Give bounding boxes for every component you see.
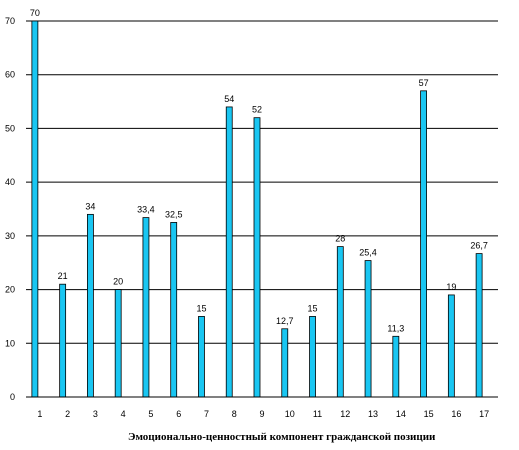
data-label: 34 [85, 201, 95, 211]
bar [447, 294, 455, 398]
data-label: 15 [196, 303, 206, 313]
data-label: 20 [113, 277, 123, 287]
data-label: 54 [224, 94, 234, 104]
bar [392, 335, 400, 398]
x-tick-label: 5 [148, 409, 153, 419]
x-tick-label: 2 [65, 409, 70, 419]
bar [59, 283, 67, 398]
bar [420, 90, 427, 398]
y-tick-label: 60 [5, 70, 15, 80]
x-tick-label: 1 [37, 409, 42, 419]
x-tick-label: 16 [451, 409, 461, 419]
x-axis-label: Эмоционально-ценностный компонент гражда… [128, 431, 436, 443]
x-tick-label: 7 [204, 409, 209, 419]
data-label: 11,3 [387, 323, 404, 333]
bar [87, 213, 94, 398]
x-tick-label: 4 [121, 409, 126, 419]
bar [114, 289, 122, 398]
x-tick-label: 12 [340, 409, 350, 419]
bar [253, 117, 261, 398]
data-label: 28 [335, 234, 345, 244]
bar [309, 316, 316, 398]
y-axis-ticks: 0 10 20 30 40 50 60 70 [5, 16, 15, 402]
data-label: 32,5 [165, 209, 183, 219]
data-labels: 70 21 34 20 33,4 32,5 15 54 52 12,7 15 28 25,4 11,3 57… [30, 8, 488, 333]
x-tick-label: 8 [232, 409, 237, 419]
bars [31, 20, 483, 398]
bar [170, 222, 178, 398]
x-tick-label: 15 [424, 409, 434, 419]
data-label: 21 [58, 271, 68, 281]
x-tick-label: 14 [396, 409, 406, 419]
y-tick-label: 20 [5, 285, 15, 295]
x-tick-label: 9 [259, 409, 264, 419]
data-label: 70 [30, 8, 40, 18]
y-tick-label: 40 [5, 177, 15, 187]
y-tick-label: 30 [5, 231, 15, 241]
grid-lines [26, 20, 498, 344]
x-tick-label: 13 [368, 409, 378, 419]
data-label: 33,4 [137, 205, 155, 215]
data-label: 57 [419, 78, 429, 88]
data-label: 15 [308, 303, 318, 313]
x-tick-label: 6 [176, 409, 181, 419]
y-tick-label: 10 [5, 338, 15, 348]
y-tick-label: 50 [5, 123, 15, 133]
bar [198, 316, 205, 398]
bar [475, 253, 483, 398]
bar [364, 260, 372, 398]
bar [31, 20, 39, 398]
x-tick-label: 3 [93, 409, 98, 419]
x-tick-label: 11 [313, 409, 322, 419]
y-tick-label: 0 [10, 392, 15, 402]
data-label: 19 [446, 282, 456, 292]
data-label: 12,7 [276, 316, 294, 326]
x-tick-label: 10 [285, 409, 295, 419]
data-label: 26,7 [470, 241, 488, 251]
x-tick-label: 17 [479, 409, 489, 419]
data-label: 52 [252, 105, 262, 115]
bar [281, 328, 289, 398]
bar [142, 217, 150, 398]
y-tick-label: 70 [5, 16, 15, 26]
bar [336, 246, 344, 398]
bar [225, 106, 233, 398]
x-axis-ticks: 1 2 3 4 5 6 7 8 9 10 11 12 13 14 15 16 17 [37, 409, 489, 419]
data-label: 25,4 [359, 248, 377, 258]
